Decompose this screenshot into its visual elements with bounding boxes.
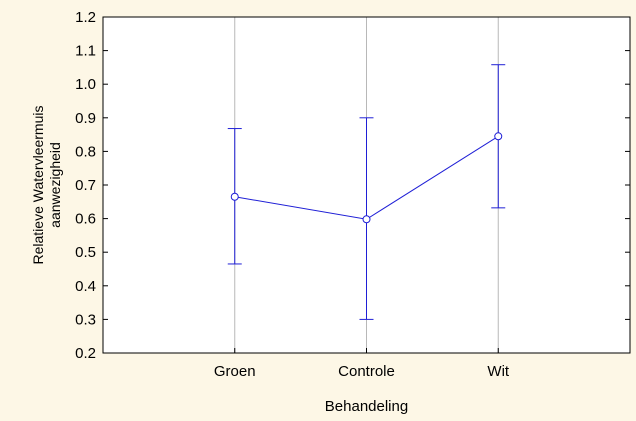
y-axis-ticks: 0.2 0.3 0.4 0.5 0.6 0.7 0.8 0.9 1.0 1.1 1.2 <box>75 9 630 362</box>
y-axis-title-line-2: aanwezigheid <box>47 142 63 228</box>
y-tick-label: 0.9 <box>75 110 96 127</box>
y-tick-label: 1.1 <box>75 43 96 60</box>
x-tick-label: Wit <box>487 363 509 380</box>
y-tick-label: 0.6 <box>75 211 96 228</box>
y-tick-label: 1.0 <box>75 76 96 93</box>
x-tick-label: Groen <box>214 363 256 380</box>
y-tick-label: 0.7 <box>75 177 96 194</box>
data-point <box>494 132 503 141</box>
y-tick-label: 0.8 <box>75 143 96 160</box>
y-axis-title-line-1: Relatieve Watervleermuis <box>30 106 46 265</box>
series-markers <box>230 132 503 224</box>
y-tick-label: 0.3 <box>75 311 96 328</box>
y-tick-label: 0.4 <box>75 278 96 295</box>
x-axis-ticks: Groen Controle Wit <box>214 348 510 380</box>
y-tick-label: 1.2 <box>75 9 96 26</box>
x-axis-title: Behandeling <box>325 398 408 415</box>
y-tick-label: 0.5 <box>75 244 96 261</box>
y-tick-label: 0.2 <box>75 345 96 362</box>
data-point <box>362 215 371 224</box>
data-point <box>230 192 239 201</box>
x-tick-label: Controle <box>338 363 395 380</box>
y-axis-title: Relatieve Watervleermuis aanwezigheid <box>30 106 63 265</box>
